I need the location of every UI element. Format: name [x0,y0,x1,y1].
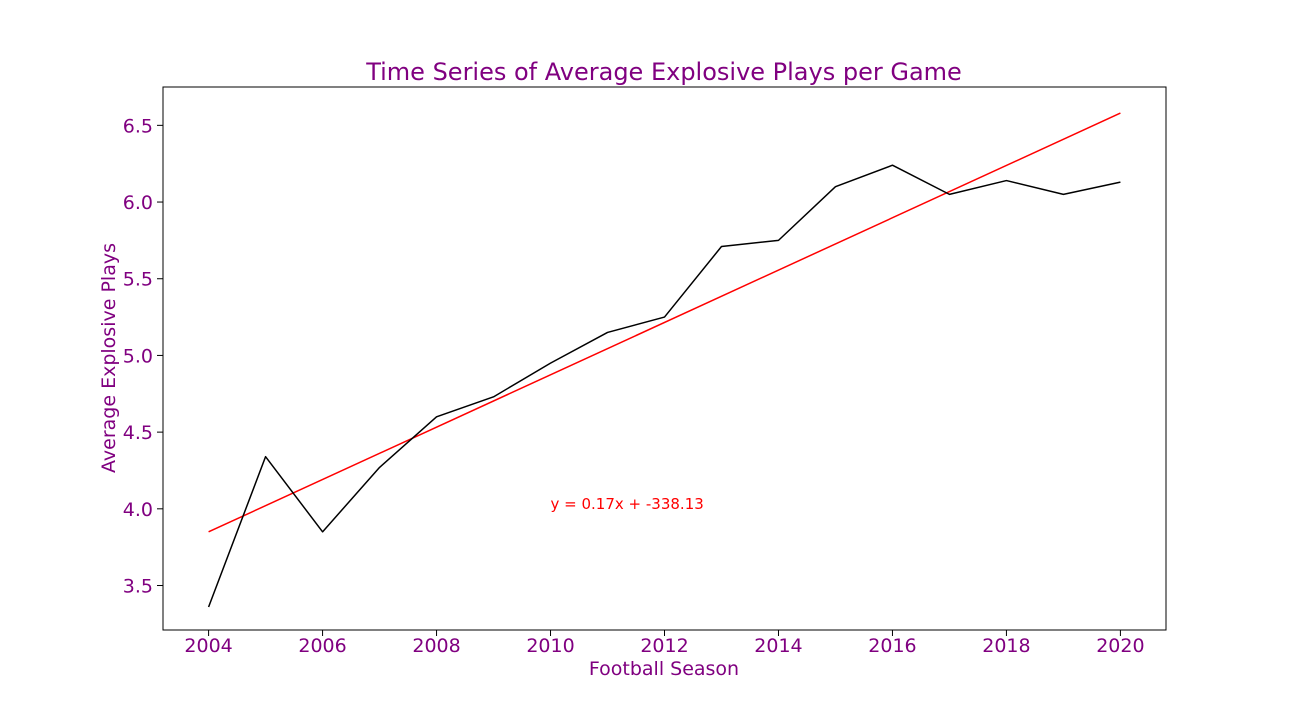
y-tick-label: 3.5 [123,576,153,598]
plot-area [162,86,1167,631]
x-axis-label: Football Season [589,658,739,680]
x-tick-label: 2014 [754,635,802,657]
axes-frame [162,86,1167,631]
y-tick-label: 4.0 [123,499,153,521]
y-axis-label: Average Explosive Plays [98,243,120,473]
x-tick-label: 2006 [298,635,346,657]
x-tick-label: 2020 [1096,635,1144,657]
regression-line [208,112,1121,533]
chart-title: Time Series of Average Explosive Plays p… [365,58,962,86]
x-tick-label: 2012 [640,635,688,657]
y-tick-label: 4.5 [123,422,153,444]
y-tick-label: 5.5 [123,269,153,291]
x-tick-label: 2010 [526,635,574,657]
x-tick-label: 2008 [412,635,460,657]
x-tick-label: 2004 [184,635,232,657]
y-tick-label: 6.0 [123,192,153,214]
y-tick-label: 6.5 [123,115,153,137]
x-tick-label: 2016 [868,635,916,657]
series-line [207,164,1121,608]
y-axis-ticks: 3.5 4.0 4.5 5.0 5.5 6.0 6.5 [123,115,163,598]
y-tick-label: 5.0 [123,345,153,367]
x-axis-ticks: 2004 2006 2008 2010 2012 2014 2016 2018 2020 [184,630,1145,657]
x-tick-label: 2018 [982,635,1030,657]
regression-equation-label: y = 0.17x + -338.13 [551,495,704,513]
